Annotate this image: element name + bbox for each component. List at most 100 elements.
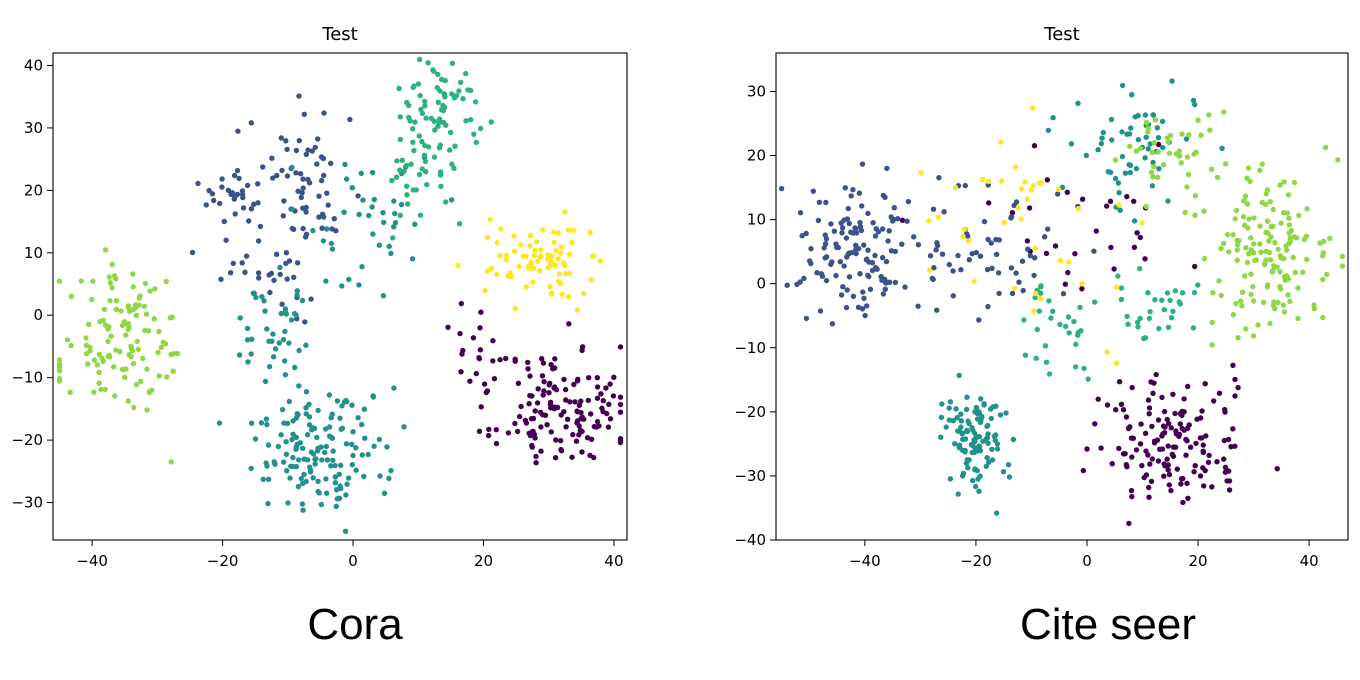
scatter-point xyxy=(1031,143,1038,149)
scatter-point xyxy=(561,409,567,415)
scatter-point xyxy=(296,347,302,354)
scatter-point xyxy=(244,325,251,332)
scatter-point xyxy=(843,235,850,241)
scatter-point xyxy=(293,463,300,470)
scatter-point xyxy=(477,347,484,353)
scatter-point xyxy=(1223,161,1229,167)
scatter-point xyxy=(1073,341,1079,347)
scatter-point xyxy=(211,197,217,204)
scatter-point xyxy=(947,399,954,405)
scatter-point xyxy=(265,442,272,448)
scatter-point xyxy=(262,308,268,314)
scatter-point xyxy=(170,368,176,374)
scatter-point xyxy=(997,412,1004,418)
scatter-point xyxy=(438,183,444,189)
scatter-point xyxy=(410,126,416,132)
scatter-point xyxy=(336,471,342,477)
scatter-point xyxy=(1133,447,1140,453)
scatter-point xyxy=(530,265,537,271)
scatter-point xyxy=(1112,175,1119,182)
scatter-point xyxy=(255,200,261,206)
scatter-point xyxy=(485,432,492,439)
scatter-point xyxy=(845,205,851,212)
scatter-point xyxy=(473,139,479,146)
scatter-point xyxy=(617,394,624,400)
scatter-point xyxy=(1222,464,1229,470)
scatter-point xyxy=(1148,478,1155,485)
scatter-point xyxy=(455,262,461,269)
scatter-point xyxy=(289,436,295,443)
scatter-point xyxy=(1143,134,1149,140)
scatter-point xyxy=(493,440,500,447)
scatter-point xyxy=(293,434,299,441)
scatter-point xyxy=(1077,304,1083,311)
scatter-point xyxy=(1184,438,1190,444)
scatter-point xyxy=(170,351,177,357)
scatter-point xyxy=(1050,115,1056,121)
scatter-point xyxy=(384,444,390,450)
scatter-point xyxy=(1018,216,1024,222)
scatter-point xyxy=(1113,360,1120,366)
scatter-point xyxy=(1143,119,1150,126)
scatter-point xyxy=(1177,301,1184,307)
scatter-point xyxy=(431,154,438,160)
scatter-point xyxy=(1214,174,1221,180)
scatter-point xyxy=(87,348,93,354)
scatter-point xyxy=(343,397,349,404)
scatter-point xyxy=(564,416,571,422)
scatter-point xyxy=(505,430,512,436)
scatter-point xyxy=(1246,216,1252,222)
scatter-point xyxy=(1160,423,1167,429)
scatter-point xyxy=(343,176,350,182)
scatter-point xyxy=(1245,165,1252,171)
scatter-point xyxy=(1179,131,1185,137)
scatter-point xyxy=(1241,198,1247,204)
scatter-point xyxy=(1084,446,1090,452)
scatter-point xyxy=(966,457,972,463)
scatter-point xyxy=(529,442,535,449)
scatter-point xyxy=(835,244,842,251)
scatter-point xyxy=(1011,285,1018,291)
scatter-point xyxy=(1146,411,1152,417)
scatter-point xyxy=(562,209,568,215)
scatter-point xyxy=(457,330,463,337)
scatter-point xyxy=(391,224,397,230)
scatter-point xyxy=(300,480,306,487)
scatter-point xyxy=(293,415,300,421)
scatter-point xyxy=(1150,390,1156,396)
scatter-point xyxy=(386,243,392,250)
scatter-point xyxy=(458,300,464,307)
scatter-point xyxy=(358,170,364,176)
scatter-point xyxy=(337,415,343,421)
scatter-point xyxy=(821,245,827,251)
scatter-point xyxy=(1192,263,1198,270)
scatter-point xyxy=(979,176,986,183)
scatter-point xyxy=(283,439,289,445)
scatter-point xyxy=(322,426,329,432)
scatter-point xyxy=(1037,180,1043,186)
scatter-point xyxy=(1152,117,1159,123)
scatter-point xyxy=(476,355,482,361)
scatter-point xyxy=(1252,257,1258,264)
scatter-point xyxy=(498,226,504,232)
scatter-point xyxy=(902,284,908,290)
scatter-point xyxy=(311,425,318,432)
scatter-point xyxy=(321,172,327,179)
scatter-point xyxy=(296,93,302,99)
scatter-point xyxy=(1019,258,1026,264)
scatter-point xyxy=(1266,238,1272,244)
scatter-point xyxy=(1052,243,1059,249)
scatter-point xyxy=(416,171,423,178)
scatter-point xyxy=(1170,308,1176,314)
scatter-point xyxy=(91,389,97,395)
scatter-point xyxy=(142,280,149,287)
scatter-point xyxy=(539,227,546,233)
scatter-point xyxy=(1191,469,1197,475)
scatter-point xyxy=(287,475,293,481)
scatter-point xyxy=(105,338,111,345)
scatter-point xyxy=(955,491,961,497)
scatter-point xyxy=(278,432,284,438)
scatter-point xyxy=(534,400,541,406)
scatter-point xyxy=(293,312,299,318)
scatter-point xyxy=(189,249,196,256)
